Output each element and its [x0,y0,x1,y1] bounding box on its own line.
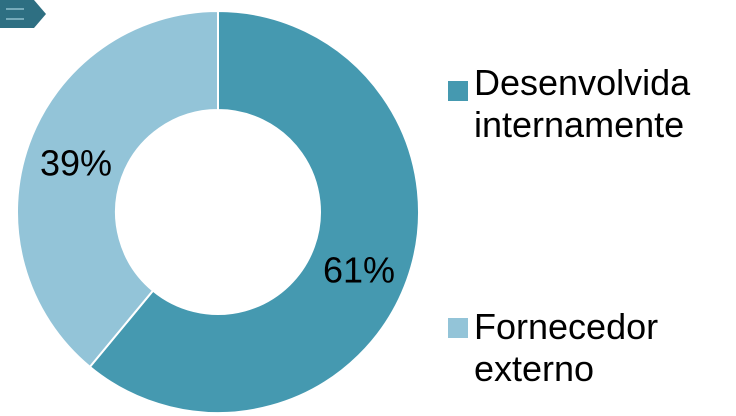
legend-swatch [448,318,468,338]
legend-swatch [448,81,468,101]
slice-percent-label: 61% [323,250,395,291]
legend-label: Desenvolvida internamente [474,62,691,145]
slice-percent-label: 39% [40,143,112,184]
donut-slice-1 [88,9,420,414]
legend-label: Fornecedor externo [474,306,659,389]
donut-slice-2 [16,9,219,369]
corner-arrow-icon [0,0,46,28]
legend-item-desenvolvida: Desenvolvida internamente [448,62,736,146]
legend-item-fornecedor: Fornecedor externo [448,306,736,390]
